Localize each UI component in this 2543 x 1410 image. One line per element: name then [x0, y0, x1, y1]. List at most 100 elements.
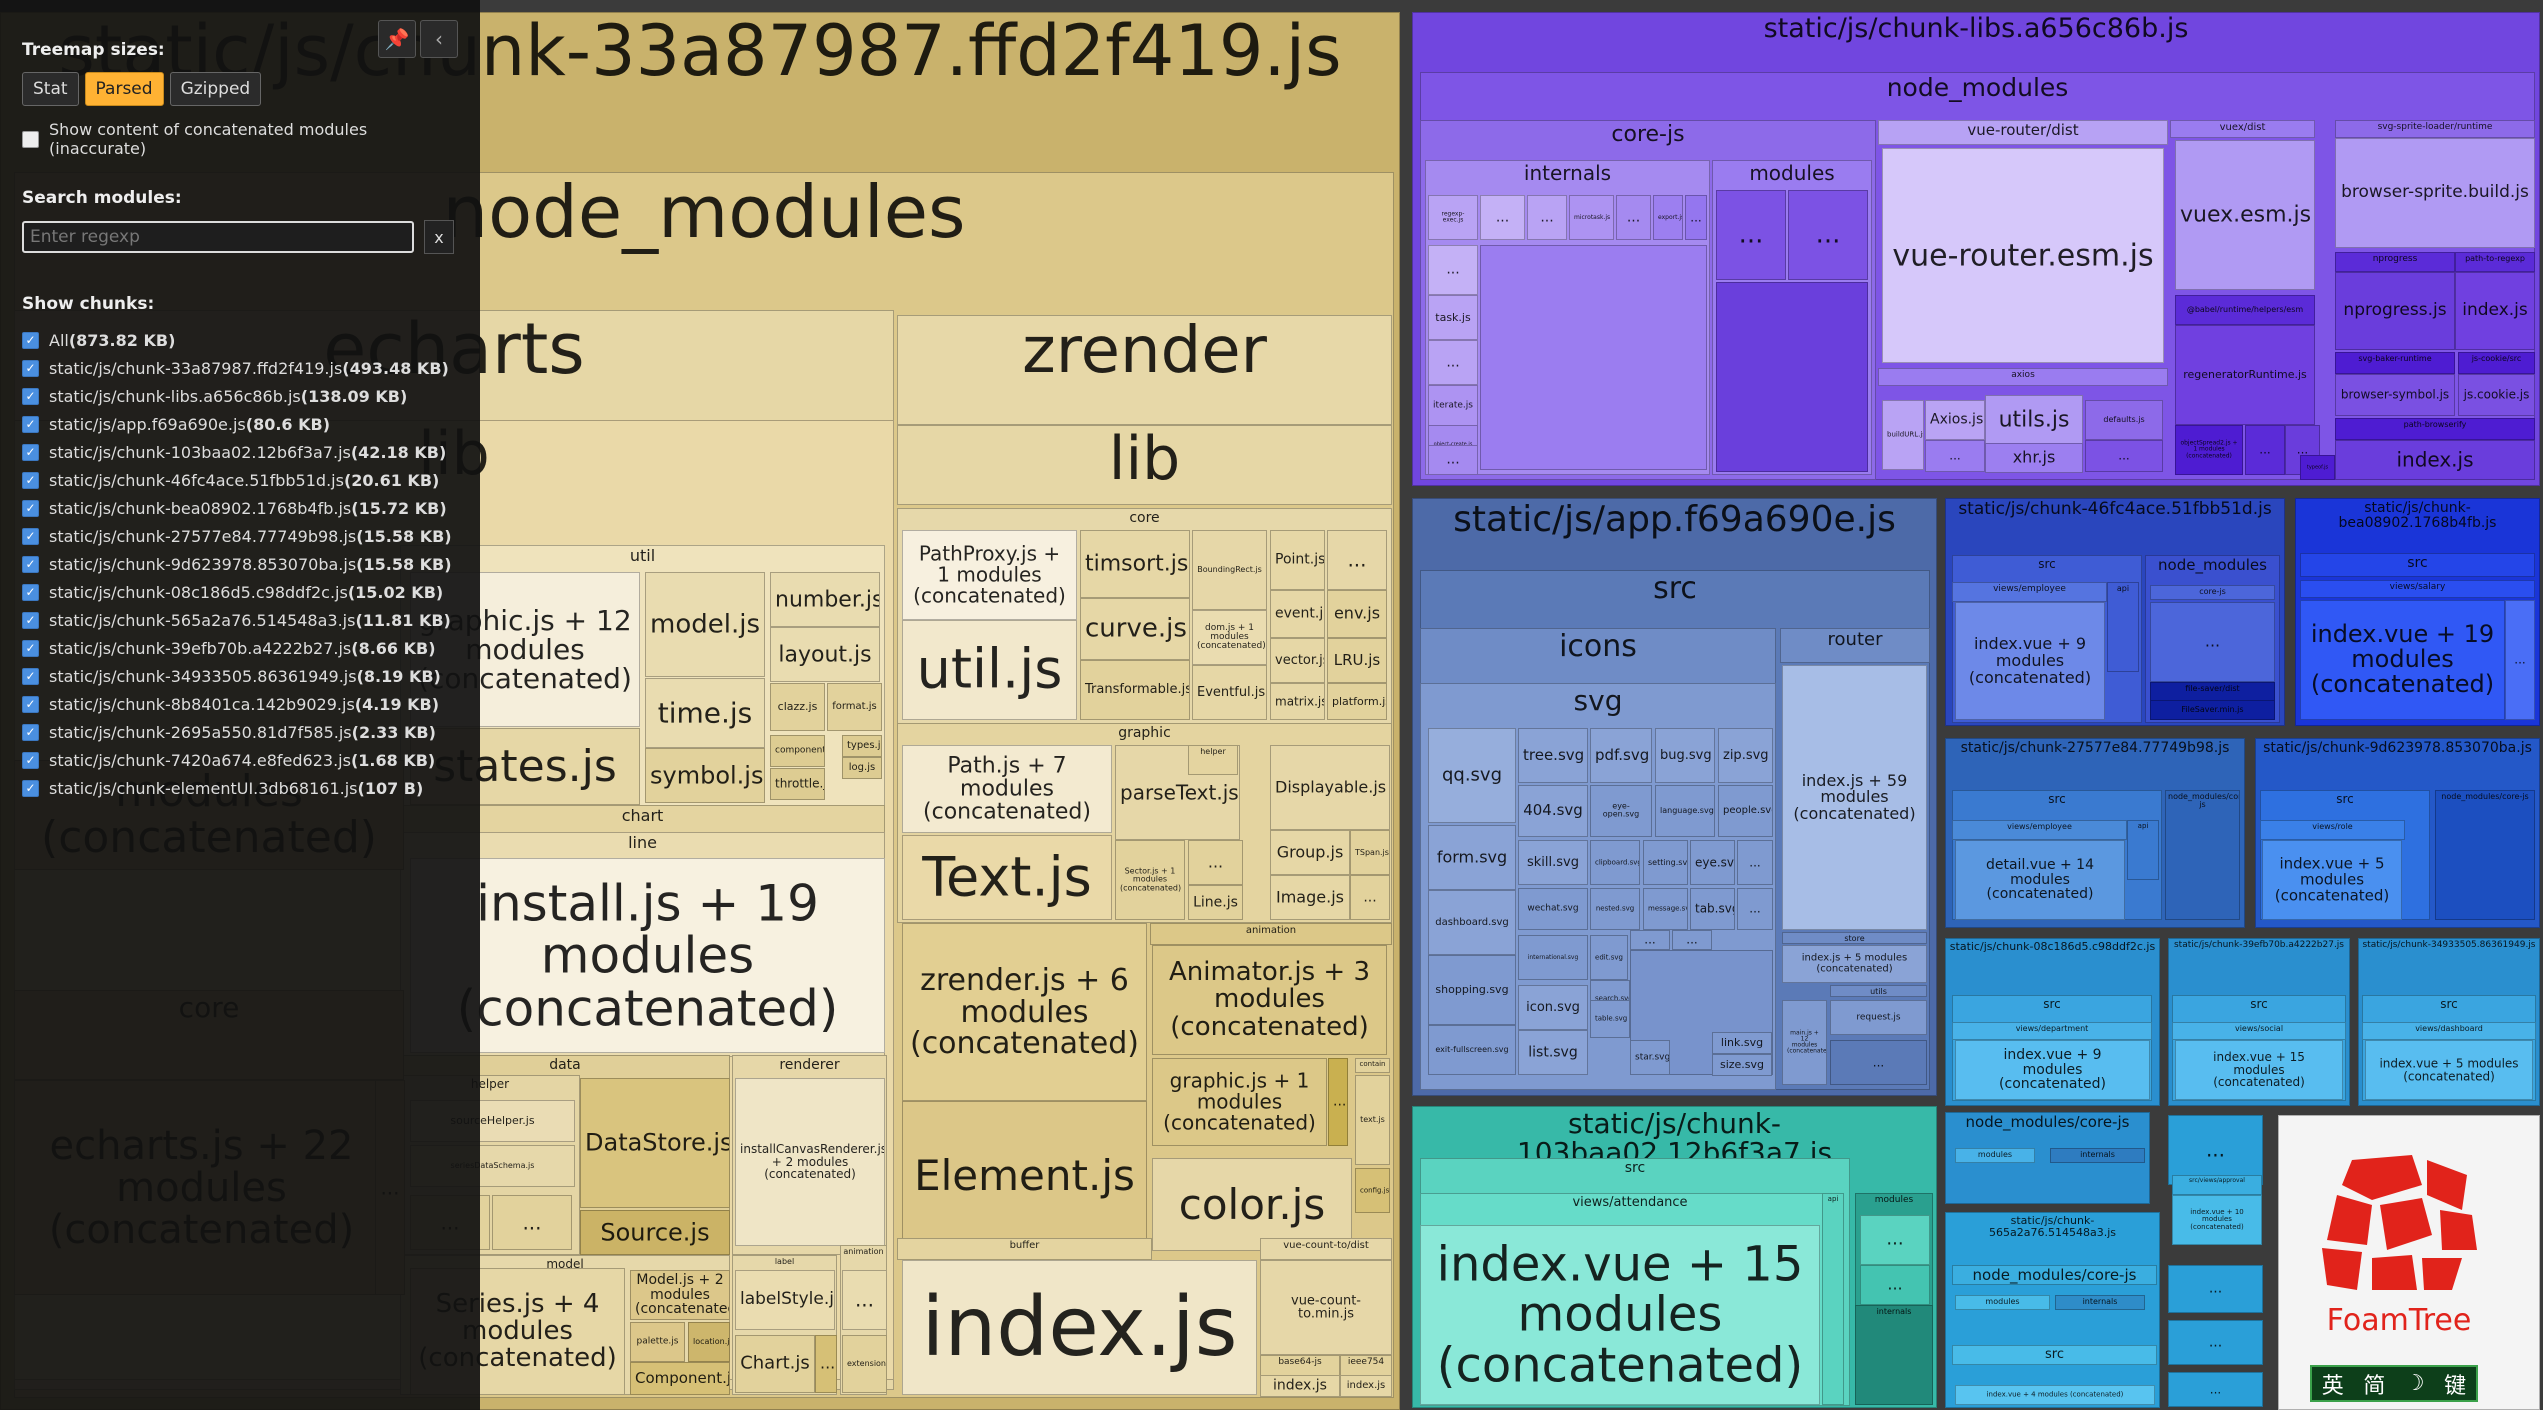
treemap-cell-bounding-rect-js[interactable]: BoundingRect.js — [1192, 530, 1267, 610]
treemap-cell-c46-index-vue[interactable]: index.vue + 9 modules (concatenated) — [1955, 602, 2105, 720]
treemap-cell-app-store[interactable]: store — [1782, 932, 1927, 944]
treemap-cell-point-js[interactable]: Point.js — [1270, 530, 1325, 590]
treemap-cell-axios-ellipsis-2[interactable]: ... — [2085, 440, 2163, 472]
treemap-cell-path-browserify[interactable]: path-browserify — [2335, 418, 2535, 440]
treemap-cell-eye-svg[interactable]: eye.svg — [1690, 840, 1735, 885]
treemap-cell-pathproxy-js[interactable]: PathProxy.js + 1 modules (concatenated) — [902, 530, 1077, 620]
treemap-cell-app-ellipsis[interactable]: ... — [1830, 1040, 1927, 1085]
treemap-cell-c349-views-dashboard[interactable]: views/dashboard — [2362, 1022, 2536, 1040]
treemap-cell-icon-svg[interactable]: icon.svg — [1518, 985, 1588, 1030]
treemap-cell-utils-js[interactable]: utils.js — [1985, 395, 2083, 445]
treemap-cell-internal-j[interactable]: ... — [1428, 445, 1478, 475]
treemap-cell-c103-internals[interactable]: internals — [1855, 1305, 1933, 1405]
treemap-cell-axios-dir[interactable]: axios — [1878, 368, 2168, 386]
treemap-cell-size-svg[interactable]: size.svg — [1712, 1054, 1772, 1076]
treemap-cell-vue-router-esm-js[interactable]: vue-router.esm.js — [1882, 148, 2164, 363]
treemap-cell-internal-g[interactable]: ... — [1685, 195, 1707, 240]
treemap-cell-c349-index-vue[interactable]: index.vue + 5 modules (concatenated) — [2365, 1040, 2533, 1100]
treemap-cell-svg-ellipsis-3[interactable]: ... — [1630, 930, 1670, 950]
treemap-cell-internal-f[interactable]: export.js — [1653, 195, 1683, 240]
treemap-cell-router-index-js[interactable]: index.js + 59 modules (concatenated) — [1782, 665, 1927, 930]
treemap-cell-location-js[interactable]: location.js — [688, 1322, 730, 1362]
treemap-cell-svg-sprite-loader[interactable]: svg-sprite-loader/runtime — [2335, 120, 2535, 138]
search-clear-button[interactable]: x — [424, 220, 454, 254]
treemap-cell-transformable-js[interactable]: Transformable.js — [1080, 660, 1190, 720]
treemap-cell-edit-svg[interactable]: edit.svg — [1590, 935, 1628, 980]
treemap-cell-language-svg[interactable]: language.svg — [1655, 785, 1715, 837]
treemap-cell-datastore-js[interactable]: DataStore.js — [580, 1078, 730, 1208]
treemap-cell-group-js[interactable]: Group.js — [1270, 830, 1350, 875]
treemap-cell-c46-views-employee[interactable]: views/employee — [1952, 582, 2107, 602]
treemap-cell-pdf-svg[interactable]: pdf.svg — [1590, 728, 1652, 783]
treemap-cell-internal-b[interactable]: ... — [1480, 195, 1525, 240]
treemap-cell-c565-modules[interactable]: modules — [1955, 1295, 2050, 1310]
treemap-cell-exit-fullscreen-svg[interactable]: exit-fullscreen.svg — [1428, 1025, 1516, 1075]
treemap-cell-zrender-buffer[interactable]: buffer — [897, 1238, 1152, 1260]
treemap-cell-event-js[interactable]: event.js — [1270, 590, 1325, 638]
treemap-cell-graphic-js-2[interactable]: graphic.js + 1 modules (concatenated) — [1152, 1058, 1327, 1146]
chunk-row[interactable]: ✓ static/js/chunk-46fc4ace.51fbb51d.js (2… — [22, 466, 458, 494]
treemap-cell-index-js-b64[interactable]: index.js — [1260, 1375, 1340, 1397]
chunk-checkbox[interactable]: ✓ — [22, 583, 39, 601]
treemap-cell-zrender-animation[interactable]: animation — [1150, 923, 1392, 945]
treemap-cell-libs-ellipsis-1[interactable]: ... — [2245, 425, 2285, 475]
treemap-cell-svg-ellipsis-4[interactable]: ... — [1672, 930, 1712, 950]
chunk-row[interactable]: ✓ static/js/chunk-565a2a76.514548a3.js (1… — [22, 606, 458, 634]
treemap-cell-c349b-internals[interactable]: internals — [2050, 1148, 2145, 1163]
chunk-checkbox[interactable]: ✓ — [22, 359, 39, 377]
chunk-checkbox[interactable]: ✓ — [22, 611, 39, 629]
treemap-cell-c275-views-employee[interactable]: views/employee — [1952, 820, 2127, 840]
treemap-cell-c08-views-department[interactable]: views/department — [1952, 1022, 2152, 1040]
treemap-cell-nested-svg[interactable]: nested.svg — [1590, 888, 1640, 930]
treemap-cell-c565-internals[interactable]: internals — [2055, 1295, 2145, 1310]
treemap-cell-palette-js[interactable]: palette.js — [630, 1322, 685, 1362]
treemap-cell-number-js[interactable]: number.js — [770, 572, 880, 627]
treemap-cell-labelstyle-js[interactable]: labelStyle.js — [735, 1270, 835, 1330]
treemap-cell-c8b-index-vue[interactable]: index.vue + 10 modules (concatenated) — [2172, 1195, 2262, 1245]
treemap-cell-model-js[interactable]: model.js — [645, 572, 765, 677]
chunk-row[interactable]: ✓ static/js/chunk-9d623978.853070ba.js (1… — [22, 550, 458, 578]
treemap-cell-vue-count-to-dist[interactable]: vue-count-to/dist — [1260, 1238, 1392, 1260]
treemap-cell-modules-ellipsis-2[interactable]: ... — [1788, 190, 1868, 280]
moon-icon[interactable]: ☽ — [2404, 1371, 2425, 1396]
treemap-cell-form-svg[interactable]: form.svg — [1428, 825, 1516, 890]
treemap-cell-c349b-modules[interactable]: modules — [1955, 1148, 2035, 1163]
show-concatenated-row[interactable]: Show content of concatenated modules (in… — [22, 120, 458, 158]
treemap-cell-chunk-7420a674[interactable]: ... — [2168, 1320, 2263, 1365]
chunk-row[interactable]: ✓ static/js/chunk-bea08902.1768b4fb.js (1… — [22, 494, 458, 522]
treemap-cell-index-js-ptr[interactable]: index.js — [2455, 272, 2535, 350]
treemap-cell-js-cookie-src[interactable]: js-cookie/src — [2458, 352, 2535, 374]
treemap-cell-message-svg[interactable]: message.svg — [1643, 888, 1688, 930]
treemap-cell-color-js[interactable]: color.js — [1152, 1158, 1352, 1251]
treemap-cell-image-js[interactable]: Image.js — [1270, 875, 1350, 920]
treemap-cell-timsort-js[interactable]: timsort.js — [1080, 530, 1190, 598]
chunk-checkbox[interactable]: ✓ — [22, 499, 39, 517]
treemap-cell-browser-symbol-js[interactable]: browser-symbol.js — [2335, 374, 2455, 416]
treemap-cell-animator-js[interactable]: Animator.js + 3 modules (concatenated) — [1152, 945, 1387, 1055]
treemap-cell-main-js[interactable]: main.js + 12 modules (concatenated) — [1782, 1000, 1827, 1085]
chunk-checkbox[interactable]: ✓ — [22, 387, 39, 405]
treemap-cell-tspan-js[interactable]: TSpan.js — [1350, 830, 1390, 875]
chunk-checkbox[interactable]: ✓ — [22, 695, 39, 713]
treemap-cell-internal-h[interactable]: ... — [1428, 245, 1478, 295]
treemap-cell-star-svg[interactable]: star.svg — [1630, 1040, 1670, 1075]
treemap-cell-layout-js[interactable]: layout.js — [770, 627, 880, 682]
treemap-cell-graphic-js-2-ellipsis[interactable]: ... — [1328, 1058, 1348, 1146]
treemap-cell-skill-svg[interactable]: skill.svg — [1518, 840, 1588, 885]
treemap-cell-bea-index-vue[interactable]: index.vue + 19 modules (concatenated) — [2300, 600, 2505, 720]
treemap-cell-c9d-views-role[interactable]: views/role — [2260, 820, 2405, 840]
treemap-cell-graphic-helper[interactable]: helper — [1188, 745, 1238, 775]
treemap-cell-qq-svg[interactable]: qq.svg — [1428, 728, 1516, 823]
treemap-cell-internal-a[interactable]: regexp-exec.js — [1428, 195, 1478, 240]
treemap-cell-index-js-big[interactable]: index.js — [902, 1260, 1257, 1395]
treemap-cell-config-js[interactable]: config.js — [1355, 1168, 1390, 1213]
treemap-cell-platform-js[interactable]: platform.js — [1327, 683, 1387, 720]
treemap-cell-link-svg[interactable]: link.svg — [1712, 1032, 1772, 1054]
search-input[interactable] — [22, 221, 414, 253]
treemap-cell-clazz-js[interactable]: clazz.js — [770, 683, 825, 731]
chunk-row[interactable]: ✓ static/js/chunk-34933505.86361949.js (8… — [22, 662, 458, 690]
treemap-cell-c46-core-js[interactable]: core-js — [2150, 585, 2275, 600]
treemap-cell-c275-node-modules[interactable]: node_modules/core-js — [2165, 790, 2240, 920]
treemap-cell-chunk-2695a550[interactable]: ... — [2168, 1265, 2263, 1313]
treemap-cell-internal-i[interactable]: ... — [1428, 340, 1478, 385]
